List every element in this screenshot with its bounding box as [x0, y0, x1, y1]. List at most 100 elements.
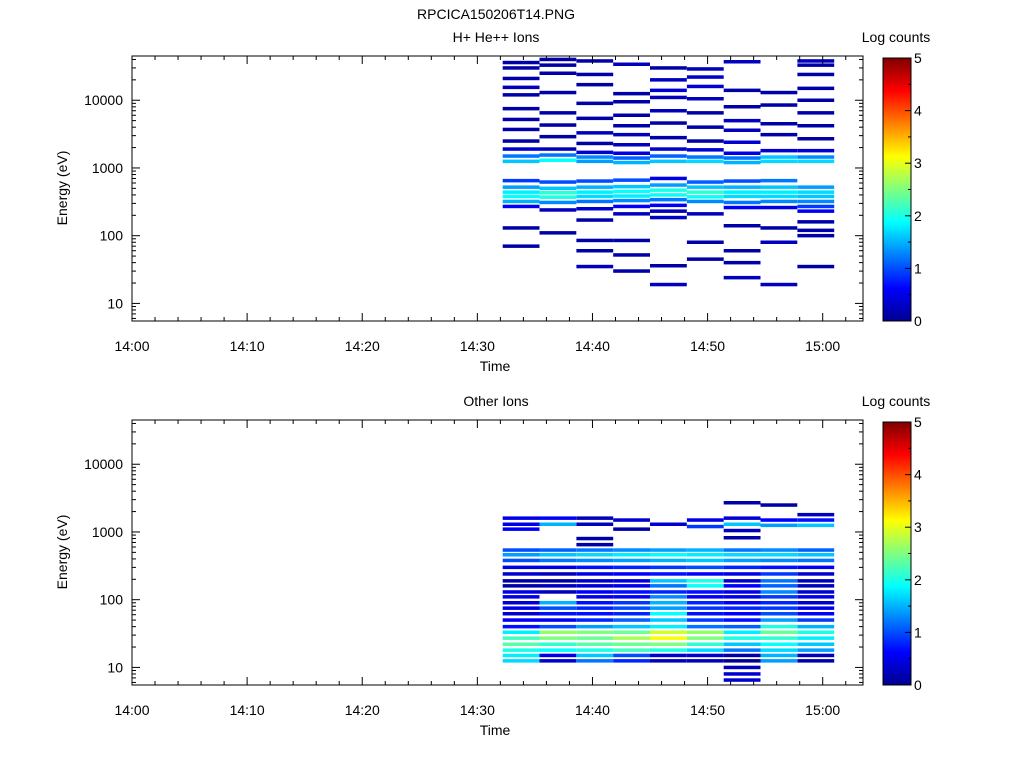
heatmap-cell	[539, 195, 577, 199]
heatmap-cell	[723, 260, 761, 265]
heatmap-cell	[686, 524, 724, 529]
heatmap-cell	[760, 205, 798, 210]
heatmap-cell	[539, 57, 577, 62]
x-axis-label: Time	[480, 358, 511, 374]
heatmap-cell	[539, 601, 577, 605]
heatmap-cell	[576, 548, 614, 552]
heatmap-cell	[760, 642, 798, 646]
heatmap-cell	[576, 72, 614, 77]
heatmap-cell	[539, 516, 577, 520]
heatmap-cell	[502, 648, 540, 652]
heatmap-cell	[576, 642, 614, 646]
heatmap-cell	[576, 264, 614, 269]
heatmap-cell	[502, 516, 540, 520]
heatmap-cell	[650, 565, 687, 570]
heatmap-cell	[576, 659, 614, 663]
heatmap-cell	[576, 584, 614, 588]
x-tick-label: 15:00	[805, 702, 840, 718]
heatmap-cell	[686, 199, 724, 204]
heatmap-cell	[686, 148, 724, 152]
heatmap-cell	[650, 209, 687, 213]
heatmap-cell	[723, 522, 761, 526]
colorbar-gradient	[883, 58, 911, 321]
heatmap-cell	[686, 579, 724, 583]
heatmap-cell	[539, 134, 577, 139]
x-tick-label: 14:00	[114, 702, 149, 718]
heatmap-cell	[760, 178, 798, 183]
heatmap-cell	[650, 659, 687, 663]
heatmap-cell	[686, 618, 724, 622]
x-tick-label: 14:20	[345, 702, 380, 718]
heatmap-cell	[539, 630, 577, 634]
heatmap-cell	[723, 653, 761, 658]
x-tick-label: 14:40	[575, 702, 610, 718]
heatmap-cell	[539, 636, 577, 640]
heatmap-cell	[613, 548, 650, 552]
colorbar-ticks: 0 1 2 3 4 5	[905, 414, 922, 693]
heatmap-cell	[650, 197, 687, 202]
heatmap-cell	[650, 121, 687, 125]
heatmap-cell	[760, 565, 798, 570]
heatmap-cell	[502, 558, 540, 563]
heatmap-cell	[539, 208, 577, 212]
heatmap-cell	[613, 642, 650, 646]
heatmap-cell	[760, 132, 798, 137]
x-axis-ticks: 14:00 14:10 14:20 14:30 14:40 14:50 15:00	[114, 56, 847, 354]
heatmap-cell	[502, 127, 540, 132]
heatmap-cell	[686, 642, 724, 646]
heatmap-cell	[576, 542, 614, 547]
heatmap-cell	[797, 653, 835, 658]
heatmap-cell	[502, 106, 540, 111]
colorbar: Log counts 0 1 2 3 4 5	[862, 393, 931, 693]
heatmap-cell	[686, 159, 724, 164]
heatmap-cell	[539, 71, 577, 75]
heatmap-cell	[576, 624, 614, 629]
y-axis-ticks: 10 100 1000 10000	[84, 422, 863, 683]
heatmap-cell	[797, 595, 835, 599]
heatmap-cell	[797, 630, 835, 634]
heatmap-cell	[797, 624, 835, 629]
heatmap-cell	[797, 590, 835, 594]
heatmap-cell	[723, 601, 761, 605]
heatmap-cell	[760, 618, 798, 622]
heatmap-cell	[502, 612, 540, 616]
heatmap-cell	[797, 572, 835, 576]
heatmap-cell	[650, 630, 687, 634]
heatmap-cell	[686, 518, 724, 522]
x-tick-label: 14:50	[690, 338, 725, 354]
heatmap-cell	[760, 630, 798, 634]
colorbar-tick-label: 3	[914, 155, 922, 171]
heatmap-cell	[613, 579, 650, 583]
heatmap-cell	[502, 618, 540, 622]
heatmap-cell	[760, 636, 798, 640]
colorbar-tick-label: 1	[914, 624, 922, 640]
heatmap-cell	[760, 523, 798, 528]
heatmap-cell	[613, 156, 650, 160]
heatmap-cell	[723, 636, 761, 640]
heatmap-cell	[613, 178, 650, 182]
heatmap-cell	[723, 160, 761, 165]
heatmap-cell	[576, 150, 614, 155]
heatmap-cell	[797, 199, 835, 204]
x-tick-label: 14:30	[460, 338, 495, 354]
heatmap-cell	[760, 518, 798, 522]
heatmap-cell	[650, 601, 687, 605]
heatmap-cell	[613, 269, 650, 273]
heatmap-cell	[613, 648, 650, 652]
heatmap-cell	[797, 636, 835, 640]
heatmap-cell	[686, 125, 724, 129]
heatmap-cell	[539, 553, 577, 557]
heatmap-cell	[613, 91, 650, 96]
heatmap-cell	[686, 653, 724, 658]
heatmap-cell	[686, 75, 724, 79]
heatmap-cell	[650, 653, 687, 658]
heatmap-cell	[613, 606, 650, 610]
heatmap-cell	[723, 579, 761, 583]
heatmap-cell	[797, 523, 835, 528]
heatmap-cell	[576, 648, 614, 652]
x-axis-label: Time	[480, 722, 511, 738]
heatmap-cell	[686, 190, 724, 194]
y-tick-label: 100	[100, 228, 124, 244]
heatmap-cell	[502, 178, 540, 183]
